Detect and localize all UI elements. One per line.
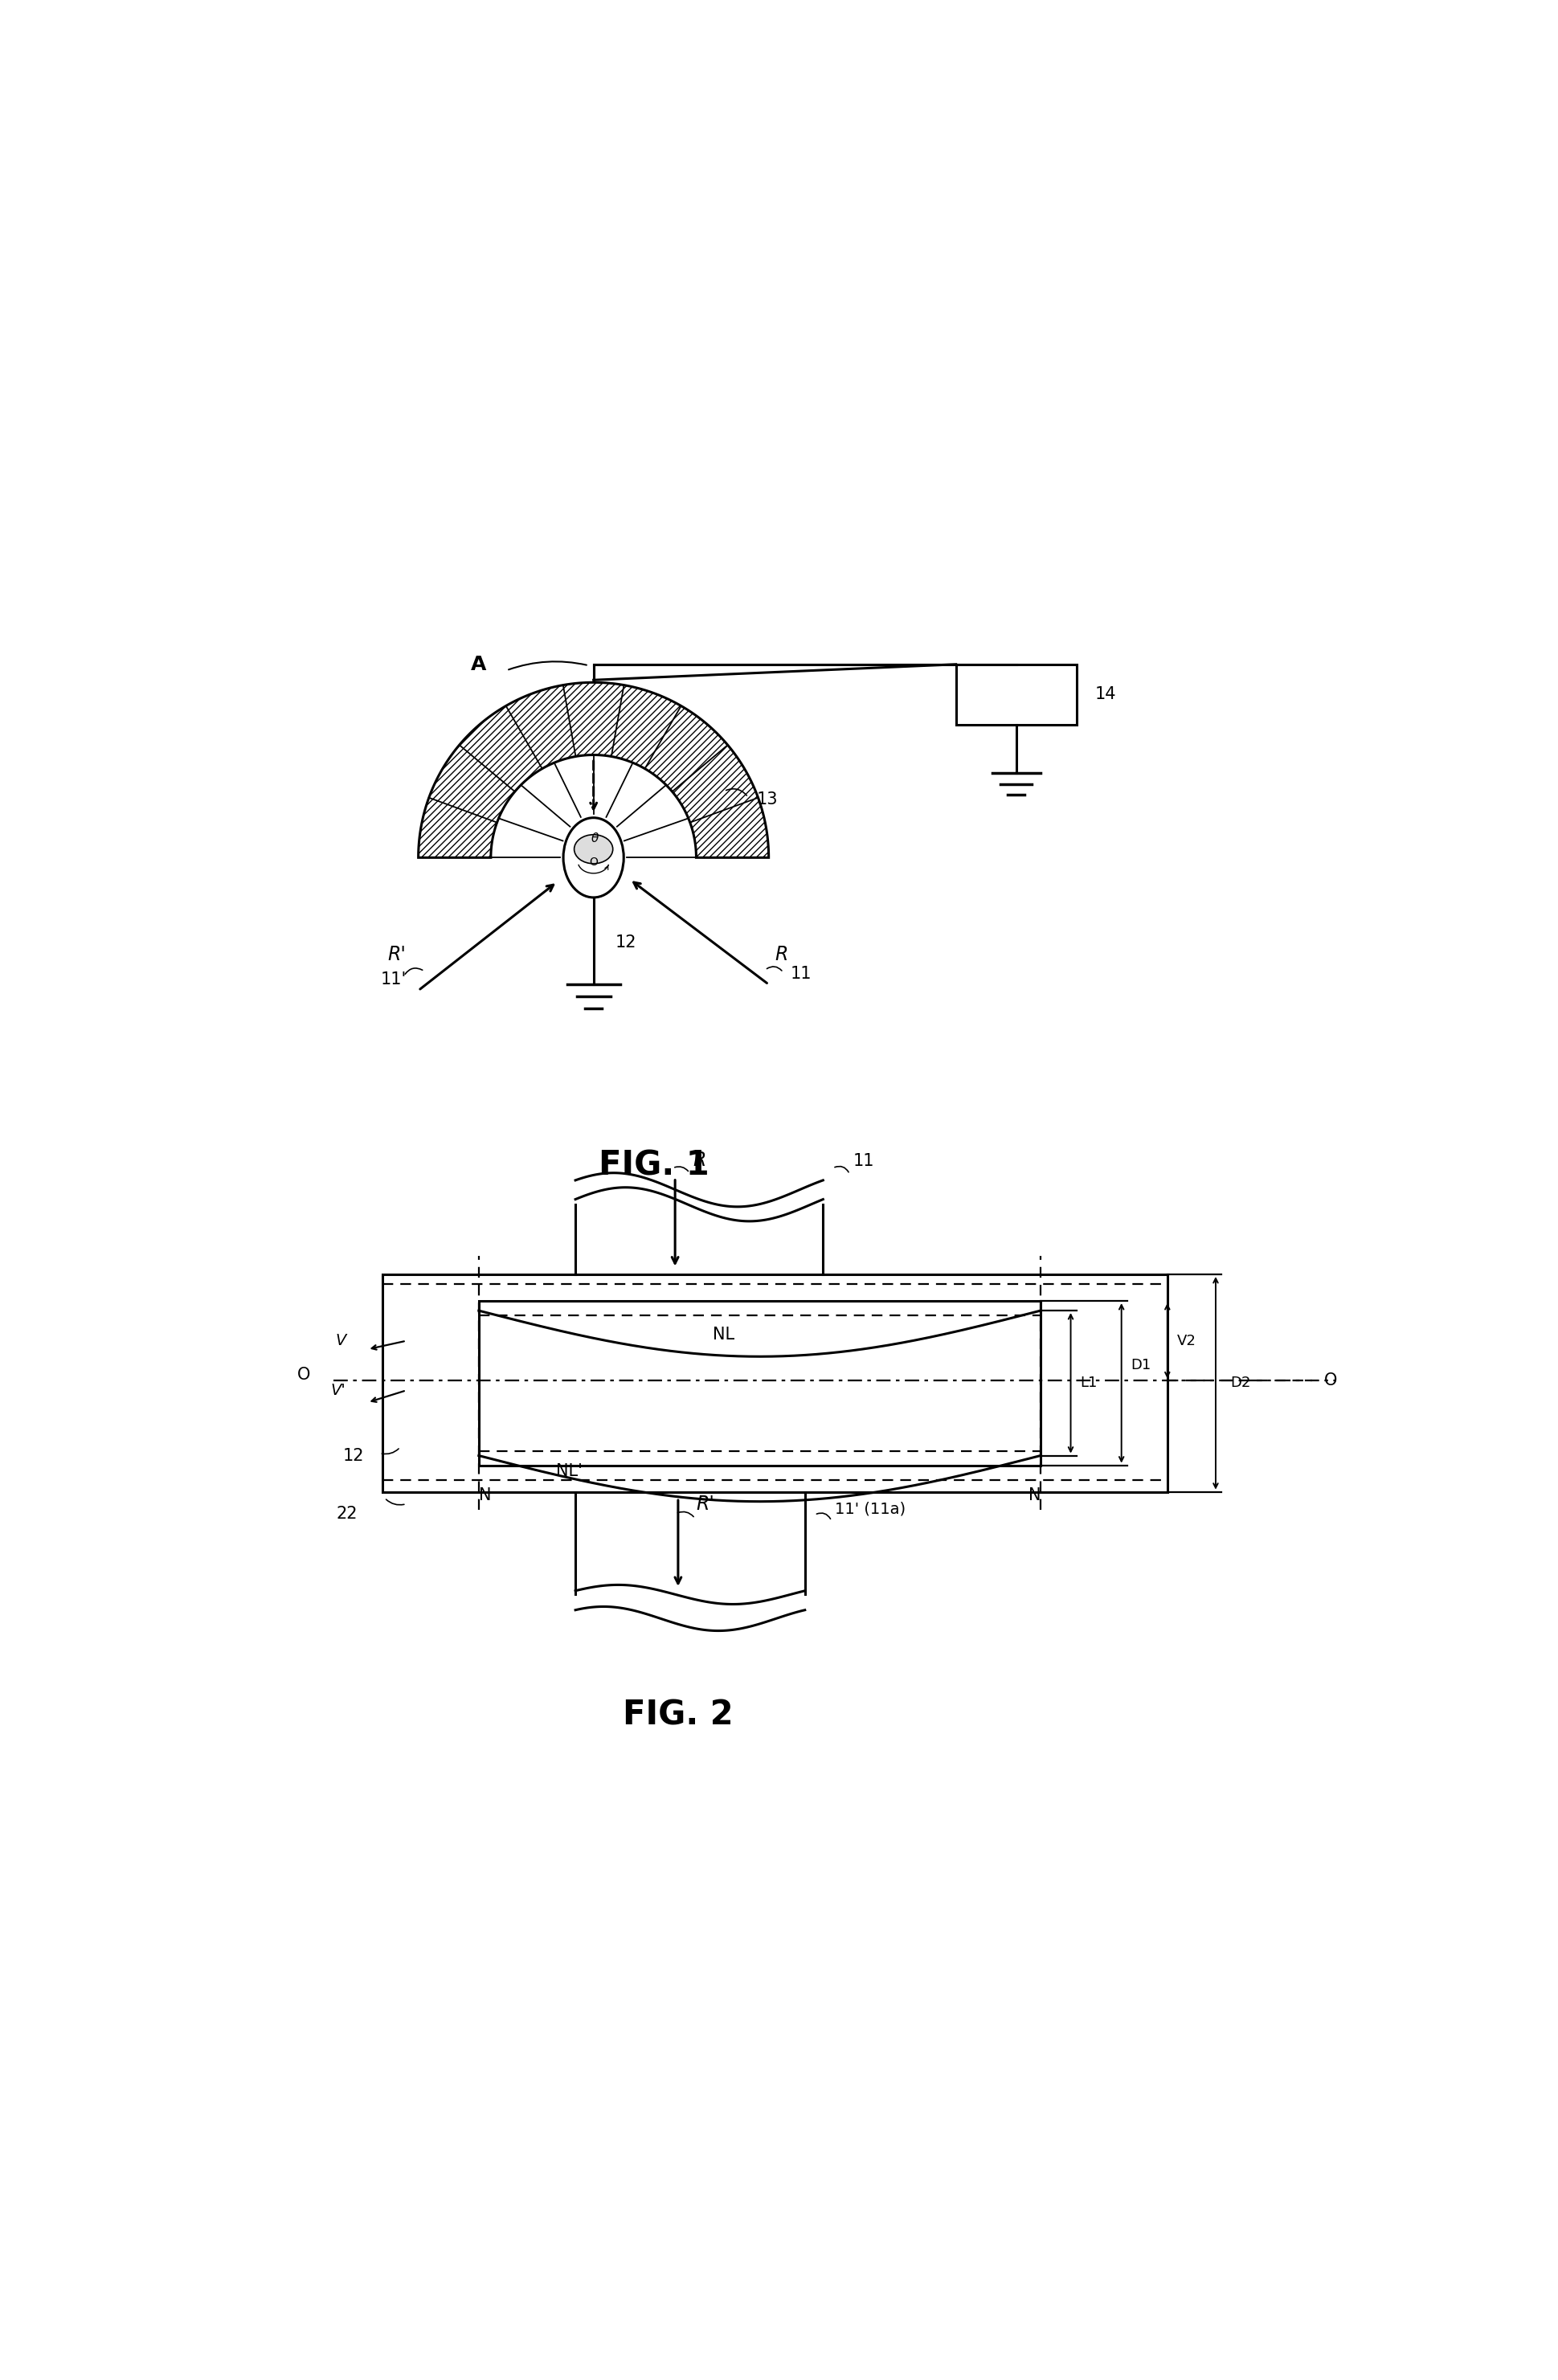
Text: V: V bbox=[335, 1333, 346, 1349]
Text: 11: 11 bbox=[790, 966, 812, 981]
Text: FIG. 1: FIG. 1 bbox=[598, 1150, 709, 1183]
Text: NL: NL bbox=[712, 1326, 734, 1342]
Text: O: O bbox=[298, 1366, 310, 1383]
Text: D2: D2 bbox=[1229, 1376, 1250, 1390]
Polygon shape bbox=[418, 683, 768, 857]
Text: R': R' bbox=[388, 945, 407, 964]
Text: $\theta$: $\theta$ bbox=[590, 833, 598, 845]
Text: 12: 12 bbox=[343, 1447, 363, 1464]
Bar bbox=[955, 664, 1077, 724]
Text: O: O bbox=[589, 857, 598, 869]
Bar bbox=[478, 1302, 1039, 1466]
Text: V2: V2 bbox=[1176, 1333, 1195, 1347]
Text: 11' (11a): 11' (11a) bbox=[835, 1502, 905, 1516]
Ellipse shape bbox=[573, 835, 612, 864]
Text: 14: 14 bbox=[1094, 685, 1116, 702]
Text: 12: 12 bbox=[615, 933, 636, 950]
Text: N: N bbox=[1028, 1488, 1041, 1504]
Ellipse shape bbox=[562, 819, 623, 897]
Text: D1: D1 bbox=[1131, 1357, 1151, 1373]
Text: 11': 11' bbox=[380, 971, 407, 988]
Text: 11: 11 bbox=[852, 1152, 874, 1169]
Text: R': R' bbox=[696, 1495, 714, 1514]
Text: N: N bbox=[478, 1488, 491, 1504]
Text: R: R bbox=[693, 1150, 706, 1169]
Text: A: A bbox=[471, 655, 486, 674]
Text: R: R bbox=[774, 945, 787, 964]
Text: NL': NL' bbox=[556, 1464, 583, 1480]
Text: V': V' bbox=[330, 1383, 346, 1397]
Text: 22: 22 bbox=[337, 1507, 358, 1521]
Text: 13: 13 bbox=[756, 793, 777, 807]
Text: L1: L1 bbox=[1080, 1376, 1097, 1390]
Text: O: O bbox=[1323, 1373, 1337, 1390]
Bar bbox=[382, 1273, 1167, 1492]
Text: FIG. 2: FIG. 2 bbox=[623, 1699, 732, 1733]
